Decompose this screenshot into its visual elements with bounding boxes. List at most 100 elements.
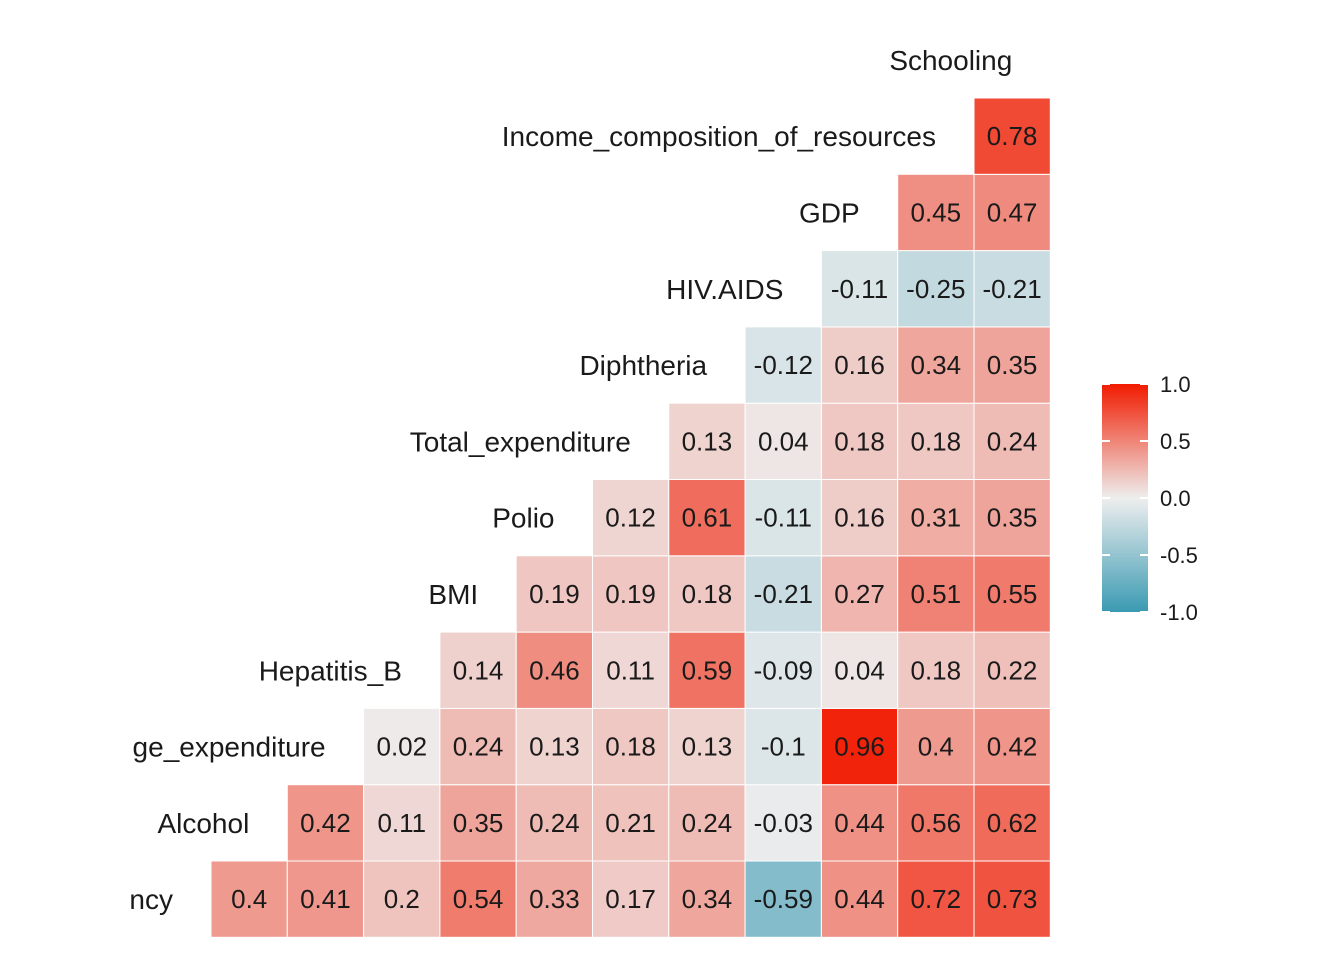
row-label: Diphtheria bbox=[579, 350, 707, 381]
cell-value-label: -0.09 bbox=[754, 655, 813, 685]
cell-value-label: 0.22 bbox=[987, 655, 1038, 685]
heatmap-cell bbox=[668, 631, 746, 709]
heatmap-cell bbox=[973, 784, 1051, 862]
heatmap-cell bbox=[439, 631, 517, 709]
cell-value-label: 0.72 bbox=[910, 884, 961, 914]
heatmap-cell bbox=[973, 631, 1051, 709]
cell-value-label: 0.33 bbox=[529, 884, 580, 914]
cell-value-label: -0.21 bbox=[754, 579, 813, 609]
cell-value-label: 0.19 bbox=[605, 579, 656, 609]
heatmap-cells: 0.4 0.41 0.2 0.54 0.33 0.17 0.34 -0.59 0.44 0.72 0… bbox=[210, 97, 1051, 938]
cell-value-label: 0.18 bbox=[682, 579, 733, 609]
cell-value-label: -0.11 bbox=[755, 503, 812, 533]
cell-value-label: 0.18 bbox=[605, 732, 656, 762]
legend-tick-label: -0.5 bbox=[1160, 543, 1198, 568]
cell-value-label: 0.41 bbox=[300, 884, 351, 914]
cell-value-label: -0.59 bbox=[754, 884, 813, 914]
row-label: HIV.AIDS bbox=[666, 274, 783, 305]
cell-value-label: -0.21 bbox=[982, 274, 1041, 304]
cell-value-label: 0.13 bbox=[682, 732, 733, 762]
row-label: Total_expenditure bbox=[410, 426, 631, 457]
legend-tick-label: 0.0 bbox=[1160, 486, 1191, 511]
heatmap-cell bbox=[439, 707, 517, 786]
row-labels: ncy Alcohol ge_expenditure Hepatitis_B BMI Po… bbox=[129, 45, 1012, 915]
cell-value-label: -0.1 bbox=[761, 732, 806, 762]
cell-value-label: 0.73 bbox=[987, 884, 1038, 914]
cell-value-label: 0.56 bbox=[910, 808, 961, 838]
cell-value-label: 0.34 bbox=[910, 350, 961, 380]
color-legend: 1.0 0.5 0.0 -0.5 -1.0 bbox=[1102, 372, 1198, 625]
cell-value-label: 0.2 bbox=[384, 884, 420, 914]
cell-value-label: 0.54 bbox=[453, 884, 504, 914]
heatmap-cell bbox=[668, 555, 746, 633]
cell-value-label: 0.16 bbox=[834, 503, 885, 533]
cell-value-label: 0.27 bbox=[834, 579, 885, 609]
heatmap-cell bbox=[897, 860, 975, 938]
cell-value-label: 0.24 bbox=[529, 808, 580, 838]
heatmap-cell bbox=[973, 250, 1051, 328]
heatmap-cell bbox=[820, 784, 899, 862]
heatmap-cell bbox=[668, 479, 746, 557]
heatmap-cell bbox=[897, 707, 975, 786]
cell-value-label: 0.18 bbox=[910, 426, 961, 456]
row-label: Hepatitis_B bbox=[259, 655, 402, 686]
cell-value-label: 0.04 bbox=[834, 655, 885, 685]
cell-value-label: 0.24 bbox=[682, 808, 733, 838]
cell-value-label: 0.62 bbox=[987, 808, 1038, 838]
heatmap-cell bbox=[515, 860, 594, 938]
heatmap-cell bbox=[286, 784, 365, 862]
heatmap-cell bbox=[592, 555, 670, 633]
cell-value-label: 0.31 bbox=[910, 503, 961, 533]
cell-value-label: 0.42 bbox=[987, 732, 1038, 762]
row-label: Schooling bbox=[889, 45, 1012, 76]
cell-value-label: 0.59 bbox=[682, 655, 733, 685]
heatmap-cell bbox=[820, 707, 899, 786]
cell-value-label: 0.4 bbox=[231, 884, 267, 914]
cell-value-label: 0.11 bbox=[377, 808, 426, 838]
heatmap-cell bbox=[744, 326, 822, 404]
cell-value-label: 0.55 bbox=[987, 579, 1038, 609]
heatmap-cell bbox=[820, 402, 899, 481]
cell-value-label: 0.34 bbox=[682, 884, 733, 914]
cell-value-label: 0.04 bbox=[758, 426, 809, 456]
heatmap-cell bbox=[820, 250, 899, 328]
legend-tick-label: 1.0 bbox=[1160, 372, 1191, 397]
heatmap-cell bbox=[744, 631, 822, 709]
cell-value-label: 0.46 bbox=[529, 655, 580, 685]
heatmap-cell bbox=[744, 479, 822, 557]
heatmap-cell bbox=[973, 555, 1051, 633]
heatmap-cell bbox=[210, 860, 288, 938]
heatmap-cell bbox=[363, 707, 441, 786]
cell-value-label: 0.14 bbox=[453, 655, 504, 685]
heatmap-cell bbox=[439, 860, 517, 938]
cell-value-label: 0.11 bbox=[606, 655, 655, 685]
heatmap-cell bbox=[897, 326, 975, 404]
cell-value-label: 0.16 bbox=[834, 350, 885, 380]
row-label: BMI bbox=[428, 579, 478, 610]
heatmap-cell bbox=[973, 707, 1051, 786]
cell-value-label: 0.44 bbox=[834, 808, 885, 838]
cell-value-label: 0.44 bbox=[834, 884, 885, 914]
cell-value-label: 0.45 bbox=[910, 198, 961, 228]
heatmap-cell bbox=[973, 326, 1051, 404]
cell-value-label: 0.35 bbox=[453, 808, 504, 838]
cell-value-label: 0.24 bbox=[453, 732, 504, 762]
cell-value-label: 0.12 bbox=[605, 503, 656, 533]
cell-value-label: 0.42 bbox=[300, 808, 351, 838]
heatmap-cell bbox=[363, 784, 441, 862]
legend-tick-label: -1.0 bbox=[1160, 600, 1198, 625]
heatmap-cell bbox=[897, 784, 975, 862]
heatmap-cell bbox=[592, 707, 670, 786]
heatmap-cell bbox=[897, 402, 975, 481]
heatmap-cell bbox=[897, 173, 975, 252]
row-label: ncy bbox=[129, 884, 173, 915]
cell-value-label: 0.51 bbox=[910, 579, 961, 609]
cell-value-label: -0.25 bbox=[906, 274, 965, 304]
legend-ticks: 1.0 0.5 0.0 -0.5 -1.0 bbox=[1102, 372, 1198, 625]
heatmap-cell bbox=[820, 479, 899, 557]
cell-value-label: -0.03 bbox=[754, 808, 813, 838]
row-label: Income_composition_of_resources bbox=[502, 121, 936, 152]
heatmap-cell bbox=[744, 402, 822, 481]
heatmap-cell bbox=[592, 860, 670, 938]
